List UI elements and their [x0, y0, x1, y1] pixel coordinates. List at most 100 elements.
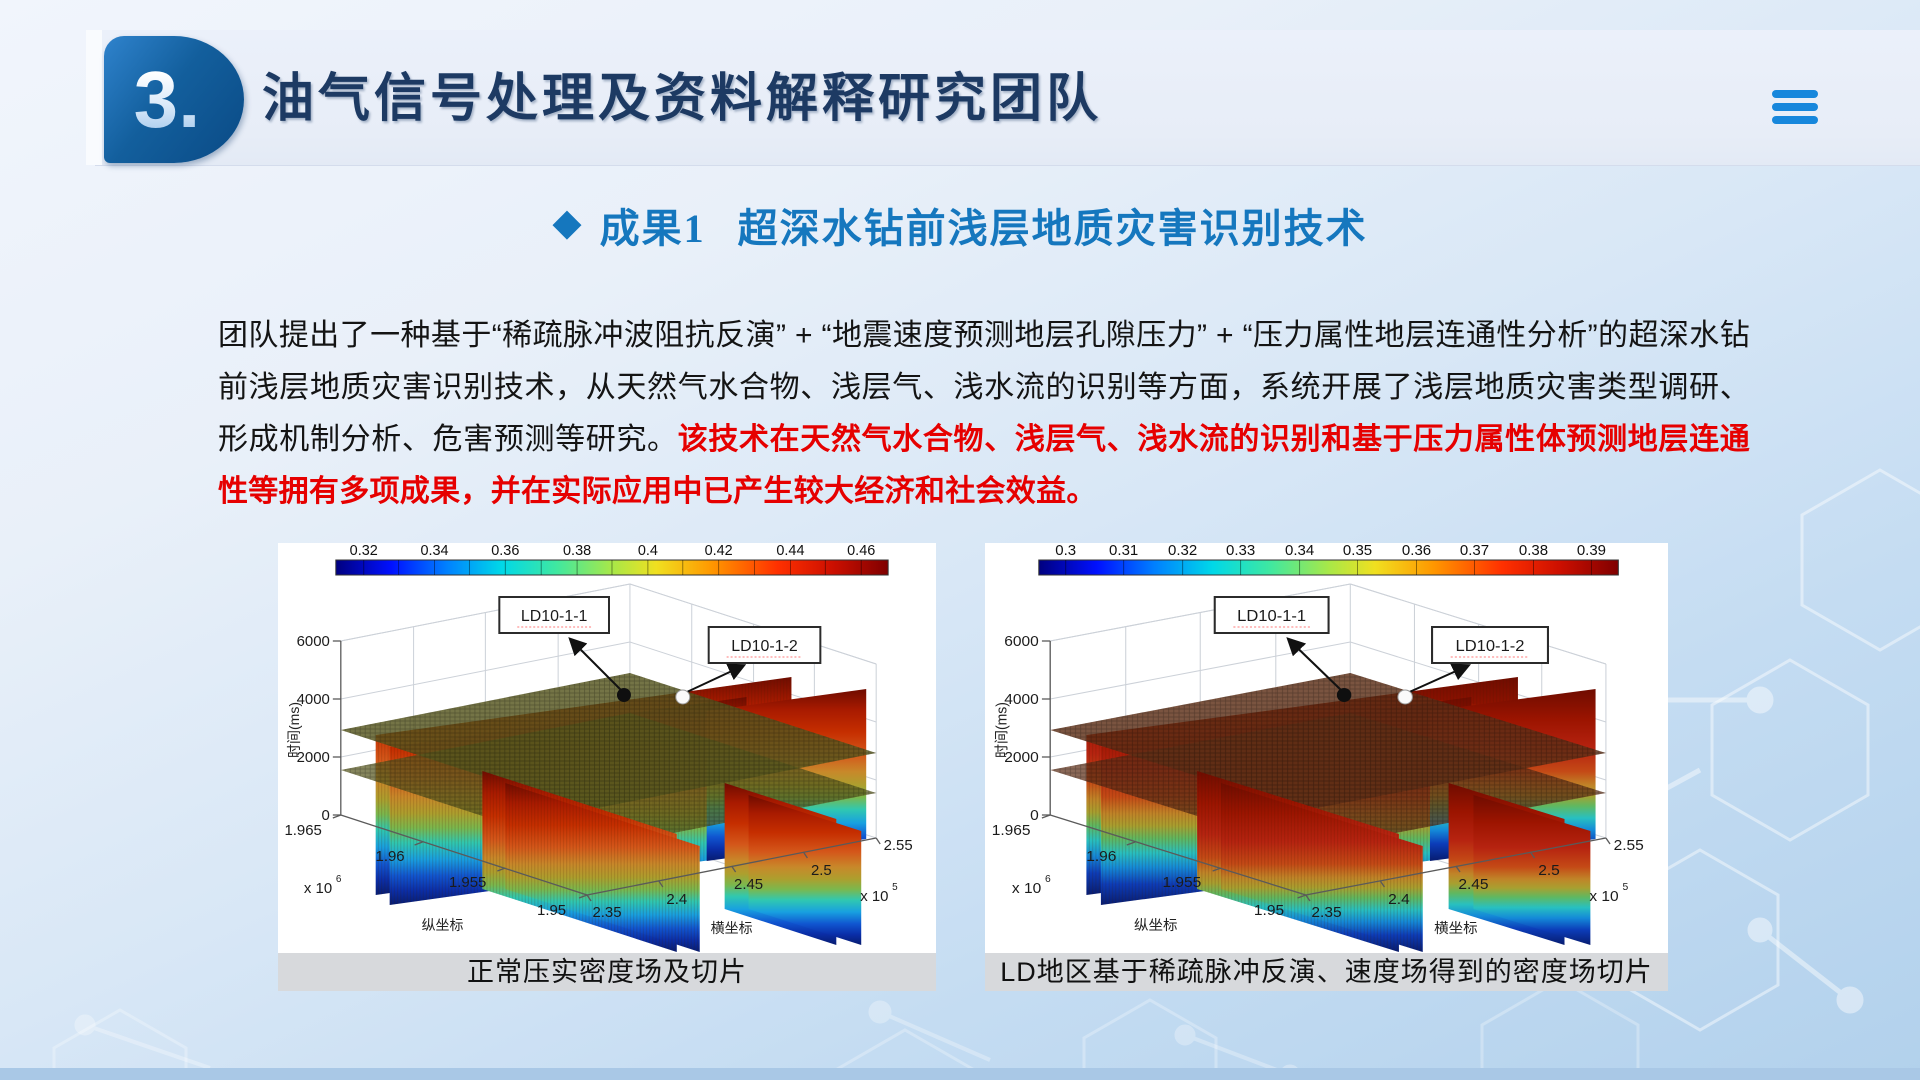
svg-text:0.44: 0.44 — [776, 543, 804, 559]
svg-text:纵坐标: 纵坐标 — [422, 917, 464, 933]
body-paragraph: 团队提出了一种基于“稀疏脉冲波阻抗反演” + “地震速度预测地层孔隙压力” + … — [218, 310, 1750, 518]
svg-text:横坐标: 横坐标 — [711, 920, 753, 936]
menu-bar — [1772, 103, 1818, 111]
svg-text:1.955: 1.955 — [449, 874, 486, 891]
svg-text:0.36: 0.36 — [491, 543, 519, 559]
svg-text:LD10-1-2: LD10-1-2 — [1456, 637, 1525, 655]
figure-ld-density: 0.3 0.31 0.32 0.33 0.34 0.35 0.36 0.37 0… — [985, 543, 1668, 991]
svg-text:x 10: x 10 — [304, 880, 332, 897]
svg-text:2.4: 2.4 — [666, 891, 687, 908]
svg-text:x 10: x 10 — [1012, 880, 1041, 897]
svg-text:2.45: 2.45 — [734, 876, 763, 893]
svg-text:0.3: 0.3 — [1055, 543, 1076, 559]
section-number-badge: 3. — [104, 36, 244, 163]
figure-right-caption: LD地区基于稀疏脉冲反演、速度场得到的密度场切片 — [985, 953, 1668, 991]
svg-text:0.37: 0.37 — [1460, 543, 1489, 559]
svg-text:5: 5 — [1622, 882, 1628, 893]
svg-text:0.32: 0.32 — [1168, 543, 1197, 559]
svg-text:6: 6 — [1045, 874, 1051, 885]
svg-text:0.33: 0.33 — [1226, 543, 1255, 559]
result-subtitle: ◆ 成果1 超深水钻前浅层地质灾害识别技术 — [0, 196, 1920, 254]
svg-text:LD10-1-1: LD10-1-1 — [521, 608, 588, 625]
svg-text:2.5: 2.5 — [811, 862, 832, 879]
black-dot-marker — [1336, 688, 1352, 702]
svg-text:2.45: 2.45 — [1458, 876, 1488, 893]
svg-text:0.35: 0.35 — [1343, 543, 1372, 559]
result-title: 超深水钻前浅层地质灾害识别技术 — [737, 206, 1368, 251]
svg-text:2000: 2000 — [1004, 749, 1039, 766]
well-annotations: LD10-1-1 LD10-1-2 — [498, 596, 822, 705]
svg-text:0.46: 0.46 — [847, 543, 875, 559]
svg-text:时间(ms): 时间(ms) — [286, 702, 302, 758]
axis-labels: 6000 4000 2000 0 1.965 1.96 1.955 1.95 2… — [284, 633, 912, 936]
svg-text:1.96: 1.96 — [1086, 848, 1116, 865]
svg-text:1.96: 1.96 — [376, 848, 405, 865]
svg-text:横坐标: 横坐标 — [1434, 920, 1477, 937]
figure-right-3d-plot: 0.3 0.31 0.32 0.33 0.34 0.35 0.36 0.37 0… — [992, 543, 1644, 952]
svg-text:6000: 6000 — [1004, 633, 1039, 650]
svg-text:1.95: 1.95 — [537, 902, 566, 919]
svg-text:1.95: 1.95 — [1254, 902, 1284, 919]
header-band — [95, 30, 1920, 166]
svg-text:0.38: 0.38 — [563, 543, 591, 559]
svg-text:2.35: 2.35 — [1311, 904, 1341, 921]
svg-text:2.5: 2.5 — [1538, 862, 1560, 879]
svg-text:1.955: 1.955 — [1162, 874, 1201, 891]
svg-text:0.4: 0.4 — [638, 543, 658, 559]
svg-text:0.38: 0.38 — [1519, 543, 1548, 559]
page-title: 油气信号处理及资料解释研究团队 — [262, 71, 1103, 128]
fence-slices — [340, 673, 877, 952]
svg-text:0.34: 0.34 — [1285, 543, 1314, 559]
svg-text:x 10: x 10 — [860, 888, 888, 905]
menu-bar — [1772, 90, 1818, 98]
result-number-label: 成果1 — [599, 206, 706, 251]
svg-text:2.55: 2.55 — [884, 837, 913, 854]
svg-text:4000: 4000 — [297, 691, 330, 708]
svg-text:1.965: 1.965 — [284, 822, 321, 839]
svg-text:2.35: 2.35 — [592, 904, 621, 921]
paragraph-highlight-text: 该技术在天然气水合物、浅层气、浅水流的识别和基于压力属性体预测地层连通性等拥有多… — [218, 423, 1751, 508]
svg-text:LD10-1-1: LD10-1-1 — [1237, 607, 1306, 625]
svg-text:0.34: 0.34 — [420, 543, 448, 559]
svg-text:纵坐标: 纵坐标 — [1134, 917, 1177, 934]
svg-text:0.36: 0.36 — [1402, 543, 1431, 559]
well-annotations: LD10-1-1 LD10-1-2 — [1213, 596, 1549, 705]
paragraph-normal-text: 团队提出了一种基于“稀疏脉冲波阻抗反演” + “地震速度预测地层孔隙压力” + … — [218, 319, 1750, 456]
colorbar: 0.32 0.34 0.36 0.38 0.4 0.42 0.44 0.46 — [335, 543, 889, 576]
header-left-strip — [86, 30, 102, 165]
bottom-edge-strip — [0, 1068, 1920, 1080]
svg-text:时间(ms): 时间(ms) — [994, 702, 1011, 758]
svg-text:6000: 6000 — [297, 633, 330, 650]
white-dot-marker — [675, 689, 691, 705]
axes — [332, 640, 881, 902]
fence-slices — [1050, 673, 1606, 952]
figure-left-panel: 0.32 0.34 0.36 0.38 0.4 0.42 0.44 0.46 — [278, 543, 936, 953]
svg-text:6: 6 — [336, 874, 342, 885]
svg-text:2.55: 2.55 — [1614, 837, 1644, 854]
white-dot-marker — [1397, 689, 1413, 705]
colorbar: 0.3 0.31 0.32 0.33 0.34 0.35 0.36 0.37 0… — [1038, 543, 1619, 576]
svg-text:4000: 4000 — [1004, 691, 1039, 708]
menu-icon[interactable] — [1772, 90, 1818, 124]
svg-text:0.39: 0.39 — [1577, 543, 1606, 559]
svg-text:5: 5 — [892, 882, 898, 893]
svg-text:1.965: 1.965 — [992, 822, 1031, 839]
figure-right-panel: 0.3 0.31 0.32 0.33 0.34 0.35 0.36 0.37 0… — [985, 543, 1668, 953]
svg-text:2.4: 2.4 — [1388, 891, 1410, 908]
svg-text:LD10-1-2: LD10-1-2 — [731, 638, 798, 655]
menu-bar — [1772, 116, 1818, 124]
figure-left-caption: 正常压实密度场及切片 — [278, 953, 936, 991]
figure-left-3d-plot: 0.32 0.34 0.36 0.38 0.4 0.42 0.44 0.46 — [284, 543, 913, 952]
svg-text:x 10: x 10 — [1589, 888, 1618, 905]
svg-text:0.32: 0.32 — [350, 543, 378, 559]
figure-normal-compaction: 0.32 0.34 0.36 0.38 0.4 0.42 0.44 0.46 — [278, 543, 936, 991]
svg-text:0.42: 0.42 — [705, 543, 733, 559]
axes — [1041, 640, 1611, 902]
black-dot-marker — [616, 688, 631, 702]
diamond-icon: ◆ — [552, 202, 582, 244]
svg-text:0.31: 0.31 — [1109, 543, 1138, 559]
svg-text:2000: 2000 — [297, 749, 330, 766]
axis-labels: 6000 4000 2000 0 1.965 1.96 1.955 1.95 2… — [992, 633, 1644, 937]
section-number: 3. — [134, 59, 215, 140]
